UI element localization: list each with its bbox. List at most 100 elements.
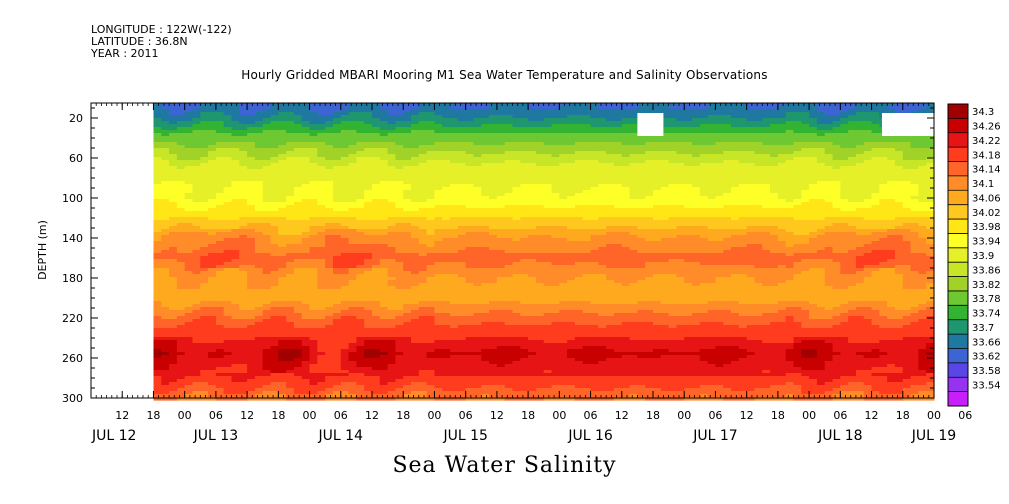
heatmap-cell (465, 202, 475, 206)
heatmap-cell (325, 316, 334, 320)
heatmap-cell (418, 196, 428, 200)
heatmap-cell (215, 295, 225, 299)
heatmap-cell (426, 388, 436, 392)
heatmap-cell (535, 115, 545, 119)
heatmap-cell (317, 247, 326, 251)
heatmap-cell (153, 136, 162, 140)
heatmap-cell (535, 136, 545, 140)
heatmap-cell (512, 229, 521, 233)
heatmap-cell (512, 289, 521, 293)
heatmap-cell (512, 250, 521, 254)
heatmap-cell (247, 220, 256, 224)
heatmap-cell (317, 151, 326, 155)
heatmap-cell (520, 205, 529, 209)
heatmap-cell (403, 217, 412, 221)
heatmap-cell (239, 244, 248, 248)
heatmap-cell (364, 391, 373, 395)
heatmap-cell (379, 397, 389, 401)
heatmap-cell (364, 364, 373, 368)
heatmap-cell (473, 238, 482, 242)
heatmap-cell (473, 232, 482, 236)
heatmap-cell (395, 337, 404, 341)
heatmap-cell (473, 136, 482, 140)
heatmap-cell (325, 187, 334, 191)
heatmap-cell (481, 259, 490, 263)
heatmap-cell (317, 373, 326, 377)
year-label: YEAR : 2011 (91, 47, 159, 60)
heatmap-cell (325, 259, 334, 263)
heatmap-cell (504, 292, 514, 296)
heatmap-cell (372, 157, 381, 161)
heatmap-cell (293, 361, 303, 365)
heatmap-cell (215, 124, 225, 128)
heatmap-cell (161, 337, 170, 341)
heatmap-cell (489, 262, 498, 266)
heatmap-cell (192, 115, 201, 119)
heatmap-cell (457, 376, 467, 380)
heatmap-cell (208, 163, 217, 167)
heatmap-cell (208, 274, 217, 278)
heatmap-cell (411, 118, 420, 122)
heatmap-cell (231, 295, 240, 299)
heatmap-cell (223, 388, 233, 392)
heatmap-cell (387, 259, 397, 263)
heatmap-cell (262, 220, 272, 224)
heatmap-cell (270, 115, 279, 119)
heatmap-cell (215, 271, 225, 275)
heatmap-cell (411, 250, 420, 254)
heatmap-cell (520, 199, 529, 203)
heatmap-cell (254, 247, 264, 251)
heatmap-cell (325, 280, 334, 284)
heatmap-cell (332, 199, 342, 203)
heatmap-cell (496, 391, 506, 395)
heatmap-cell (512, 193, 521, 197)
heatmap-cell (223, 328, 233, 332)
heatmap-cell (340, 211, 350, 215)
heatmap-cell (411, 262, 420, 266)
heatmap-cell (223, 352, 233, 356)
heatmap-cell (496, 349, 506, 353)
heatmap-cell (184, 337, 194, 341)
heatmap-cell (356, 115, 365, 119)
heatmap-cell (434, 148, 443, 152)
heatmap-cell (169, 265, 178, 269)
heatmap-cell (208, 244, 217, 248)
heatmap-cell (489, 238, 498, 242)
heatmap-cell (169, 163, 178, 167)
heatmap-cell (215, 115, 225, 119)
heatmap-cell (520, 232, 529, 236)
heatmap-cell (520, 136, 529, 140)
heatmap-cell (262, 106, 272, 110)
heatmap-cell (270, 217, 279, 221)
heatmap-cell (176, 169, 186, 173)
heatmap-cell (465, 124, 475, 128)
heatmap-cell (176, 295, 186, 299)
heatmap-cell (457, 274, 467, 278)
heatmap-cell (262, 367, 272, 371)
heatmap-cell (457, 220, 467, 224)
heatmap-cell (340, 235, 350, 239)
heatmap-cell (278, 352, 287, 356)
heatmap-cell (340, 295, 350, 299)
heatmap-cell (247, 361, 256, 365)
heatmap-cell (465, 211, 475, 215)
heatmap-cell (161, 364, 170, 368)
heatmap-cell (426, 340, 436, 344)
heatmap-cell (528, 193, 537, 197)
heatmap-cell (528, 262, 537, 266)
heatmap-cell (403, 157, 412, 161)
heatmap-cell (153, 133, 162, 137)
heatmap-cell (379, 367, 389, 371)
heatmap-cell (364, 262, 373, 266)
heatmap-cell (340, 328, 350, 332)
heatmap-cell (379, 352, 389, 356)
heatmap-cell (247, 322, 256, 326)
heatmap-cell (286, 241, 295, 245)
heatmap-cell (434, 340, 443, 344)
heatmap-cell (442, 241, 451, 245)
heatmap-cell (293, 331, 303, 335)
heatmap-cell (239, 355, 248, 359)
heatmap-cell (286, 175, 295, 179)
heatmap-cell (192, 247, 201, 251)
heatmap-cell (200, 190, 209, 194)
